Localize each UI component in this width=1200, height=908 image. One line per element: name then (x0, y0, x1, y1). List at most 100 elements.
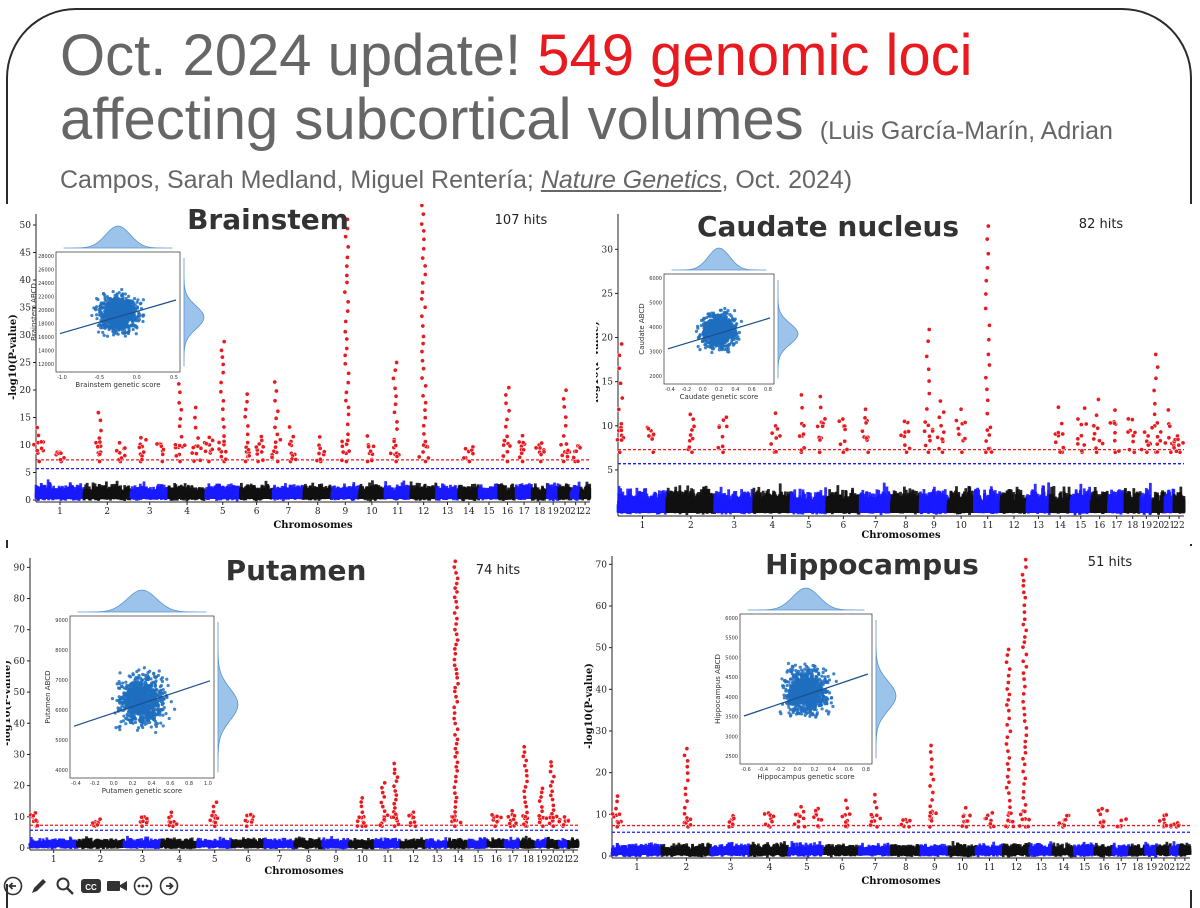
inset-x-tick: 0.8 (862, 767, 870, 773)
x-tick-label: 5 (804, 863, 810, 873)
hits-count: 51 hits (1088, 555, 1133, 570)
x-tick-label: 17 (1111, 521, 1123, 531)
presentation-toolbar: CC (0, 872, 202, 900)
peak-chr-10 (960, 806, 972, 829)
side-density-curve (778, 280, 798, 378)
peak-chr-10 (355, 796, 367, 828)
inset-y-tick: 16000 (38, 335, 54, 341)
x-tick-label: 12 (418, 507, 429, 517)
x-tick-label: 13 (442, 507, 454, 517)
x-tick-label: 5 (806, 521, 812, 531)
x-tick-label: 3 (728, 863, 734, 873)
y-axis-label: -log10(P-value) (6, 660, 13, 746)
peak-chr-19 (1140, 430, 1153, 454)
inset-x-tick: -0.2 (90, 781, 100, 787)
x-tick-label: 13 (431, 855, 443, 865)
inset-x-tick: 0.8 (185, 781, 193, 787)
peak-chr-1 (54, 450, 66, 463)
peak-chr-19 (537, 786, 549, 828)
y-tick-label: 80 (14, 595, 26, 605)
x-tick-label: 1 (57, 507, 63, 517)
peak-chr-8 (899, 817, 912, 828)
y-tick-label: 0 (601, 852, 607, 862)
inset-y-tick: 4000 (725, 695, 738, 701)
y-tick-label: 20 (602, 334, 614, 344)
peak-chr-5 (816, 394, 827, 454)
x-tick-label: 10 (357, 855, 369, 865)
peak-chr-14 (1053, 405, 1065, 454)
forward-arrow-icon[interactable] (158, 875, 180, 897)
x-tick-label: 22 (579, 507, 590, 517)
slide-title: Oct. 2024 update! 549 genomic loci affec… (60, 24, 1180, 195)
x-tick-label: 4 (177, 855, 183, 865)
camera-icon[interactable] (106, 875, 128, 897)
pen-icon[interactable] (28, 875, 50, 897)
peak-chr-1 (615, 342, 625, 454)
x-tick-label: 11 (984, 863, 995, 873)
inset-x-label: Caudate genetic score (680, 393, 759, 401)
captions-label: CC (85, 883, 97, 892)
y-axis-label: -log10(P-value) (596, 321, 601, 407)
x-tick-label: 18 (1127, 521, 1139, 531)
x-tick-label: 16 (1094, 521, 1106, 531)
captions-icon[interactable]: CC (80, 875, 102, 897)
x-tick-label: 6 (839, 863, 845, 873)
citation-line: Campos, Sarah Medland, Miguel Rentería; … (60, 165, 1180, 195)
x-tick-label: 17 (507, 855, 519, 865)
inset-y-tick: 3000 (725, 734, 738, 740)
x-tick-label: 9 (333, 855, 339, 865)
peak-chr-20 (1150, 352, 1163, 454)
top-density-curve (672, 248, 766, 270)
citation-journal[interactable]: Nature Genetics (541, 166, 722, 194)
y-tick-label: 5 (607, 466, 613, 476)
peak-chr-12 (1004, 647, 1016, 829)
inset-x-tick: 0.8 (764, 387, 772, 393)
side-density-curve (876, 620, 896, 758)
x-tick-label: 12 (1011, 863, 1022, 873)
more-icon[interactable] (132, 875, 154, 897)
x-tick-label: 10 (955, 521, 967, 531)
peak-chr-7 (869, 792, 883, 828)
x-tick-label: 14 (1058, 863, 1070, 873)
peak-chr-10 (365, 434, 375, 464)
inset-y-tick: 14000 (38, 349, 54, 355)
hits-count: 74 hits (476, 563, 521, 578)
inset-y-tick: 2500 (725, 754, 738, 760)
x-tick-label: 7 (277, 855, 283, 865)
inset-x-tick: -0.4 (665, 387, 675, 393)
peak-chr-20 (559, 388, 572, 463)
peak-chr-12 (1018, 558, 1032, 829)
inset-y-tick: 5000 (725, 655, 738, 661)
x-tick-label: 19 (536, 855, 548, 865)
peak-chr-6 (243, 812, 255, 828)
inset-y-label: Putamen ABCD (44, 670, 52, 723)
y-tick-label: 5 (25, 469, 31, 479)
x-tick-label: 5 (220, 507, 226, 517)
peak-chr-2 (686, 412, 696, 454)
y-tick-label: 10 (20, 441, 32, 451)
peak-chr-21 (1163, 408, 1176, 454)
y-tick-label: 60 (14, 657, 26, 667)
y-tick-label: 0 (25, 496, 31, 506)
back-arrow-icon[interactable] (2, 875, 24, 897)
peak-chr-20 (1158, 813, 1169, 829)
peak-chr-18 (521, 745, 529, 829)
peak-chr-9 (340, 217, 351, 463)
inset-y-tick: 5000 (649, 301, 662, 307)
y-tick-label: 90 (14, 563, 26, 573)
inset-y-tick: 5500 (725, 636, 738, 642)
y-tick-label: 0 (19, 844, 25, 854)
y-tick-label: 25 (602, 289, 614, 299)
x-tick-label: 7 (872, 863, 878, 873)
peak-chr-14 (462, 445, 475, 464)
y-tick-label: 10 (14, 813, 26, 823)
peak-chr-5 (208, 800, 219, 828)
peak-chr-6 (254, 435, 265, 464)
magnifier-icon[interactable] (54, 875, 76, 897)
inset-x-label: Brainstem genetic score (75, 381, 160, 389)
